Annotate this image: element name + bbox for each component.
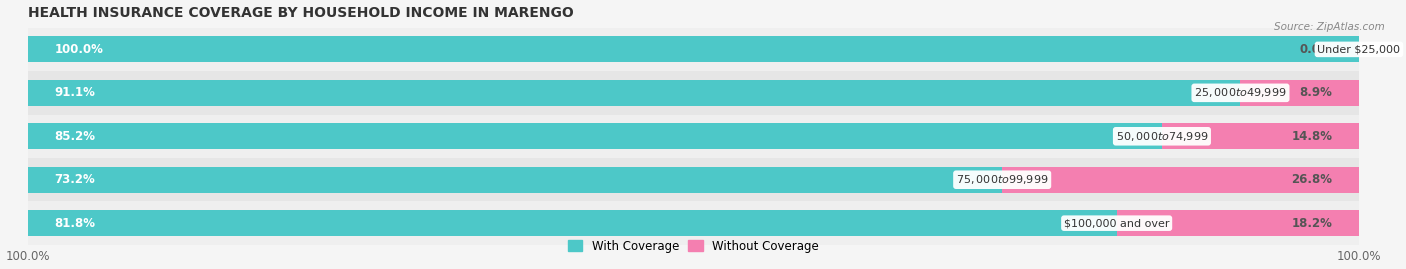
Bar [1240,80,1360,106]
Bar [28,158,1360,201]
Text: 18.2%: 18.2% [1292,217,1333,230]
Bar [28,115,1360,158]
Text: $25,000 to $49,999: $25,000 to $49,999 [1194,86,1286,99]
Text: Source: ZipAtlas.com: Source: ZipAtlas.com [1274,22,1385,31]
Bar [1161,123,1360,149]
Text: $75,000 to $99,999: $75,000 to $99,999 [956,173,1049,186]
Text: 26.8%: 26.8% [1291,173,1333,186]
Text: $100,000 and over: $100,000 and over [1064,218,1170,228]
Text: HEALTH INSURANCE COVERAGE BY HOUSEHOLD INCOME IN MARENGO: HEALTH INSURANCE COVERAGE BY HOUSEHOLD I… [28,6,574,20]
Text: 14.8%: 14.8% [1291,130,1333,143]
Text: 100.0%: 100.0% [55,43,103,56]
Text: 8.9%: 8.9% [1299,86,1333,99]
Bar [28,71,1360,115]
Legend: With Coverage, Without Coverage: With Coverage, Without Coverage [564,236,823,256]
Text: 73.2%: 73.2% [55,173,96,186]
Bar [28,28,1360,71]
Bar [28,36,1360,62]
Bar [1002,167,1360,193]
Bar [28,201,1360,245]
Text: $50,000 to $74,999: $50,000 to $74,999 [1116,130,1208,143]
Bar [28,123,1161,149]
Text: Under $25,000: Under $25,000 [1317,44,1400,54]
Text: 85.2%: 85.2% [55,130,96,143]
Text: 81.8%: 81.8% [55,217,96,230]
Bar [28,80,1240,106]
Text: 0.0%: 0.0% [1299,43,1333,56]
Bar [28,210,1116,236]
Text: 91.1%: 91.1% [55,86,96,99]
Bar [28,167,1002,193]
Bar [1116,210,1360,236]
